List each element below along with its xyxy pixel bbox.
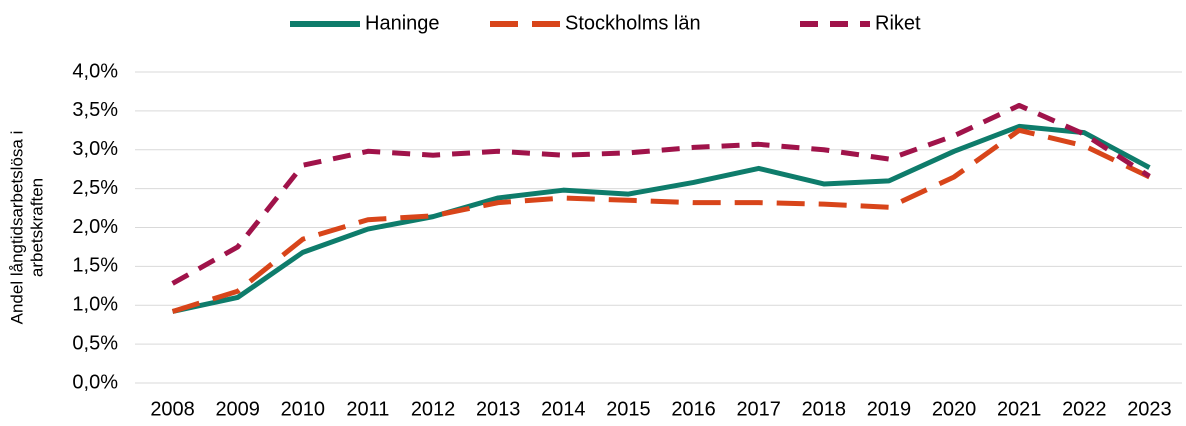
legend-label: Riket	[875, 12, 921, 34]
x-tick-label: 2010	[281, 398, 326, 420]
y-tick-label: 0,0%	[72, 371, 118, 393]
y-axis-label: arbetskraften	[27, 178, 46, 277]
x-tick-label: 2019	[867, 398, 912, 420]
x-tick-label: 2020	[932, 398, 977, 420]
x-tick-label: 2012	[411, 398, 456, 420]
series-line	[171, 102, 1151, 286]
y-tick-label: 1,5%	[72, 255, 118, 277]
y-tick-label: 3,0%	[72, 138, 118, 160]
x-tick-label: 2018	[802, 398, 847, 420]
x-tick-label: 2009	[215, 398, 260, 420]
x-tick-label: 2016	[671, 398, 716, 420]
x-tick-label: 2011	[346, 398, 389, 420]
y-tick-label: 3,5%	[72, 99, 118, 121]
x-tick-label: 2017	[736, 398, 781, 420]
y-tick-label: 4,0%	[72, 60, 118, 82]
series-line	[171, 127, 1151, 314]
x-tick-label: 2013	[476, 398, 521, 420]
x-tick-label: 2023	[1127, 398, 1172, 420]
y-axis-label: Andel långtidsarbetslösa i	[7, 131, 26, 325]
y-tick-label: 0,5%	[72, 332, 118, 354]
y-tick-label: 2,0%	[72, 216, 118, 238]
legend-label: Stockholms län	[565, 12, 701, 34]
x-tick-label: 2022	[1062, 398, 1107, 420]
x-tick-label: 2021	[997, 398, 1042, 420]
y-tick-label: 2,5%	[72, 177, 118, 199]
legend-label: Haninge	[365, 12, 440, 34]
y-tick-label: 1,0%	[72, 294, 118, 316]
x-tick-label: 2014	[541, 398, 586, 420]
x-tick-label: 2015	[606, 398, 651, 420]
series-line	[172, 123, 1151, 314]
x-tick-label: 2008	[150, 398, 195, 420]
